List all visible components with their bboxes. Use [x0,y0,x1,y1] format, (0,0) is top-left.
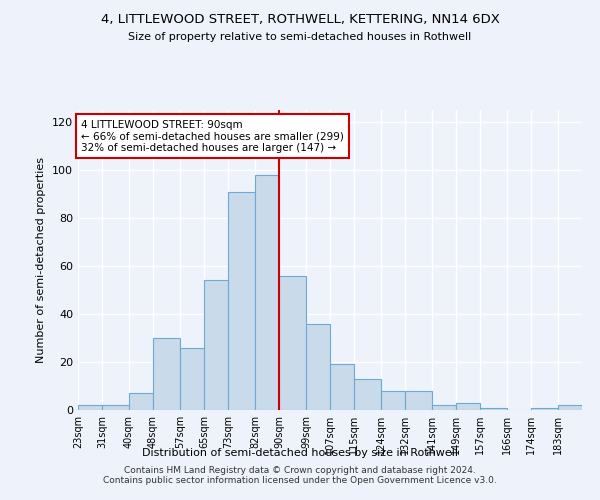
Y-axis label: Number of semi-detached properties: Number of semi-detached properties [37,157,46,363]
Text: 4, LITTLEWOOD STREET, ROTHWELL, KETTERING, NN14 6DX: 4, LITTLEWOOD STREET, ROTHWELL, KETTERIN… [101,12,499,26]
Bar [558,405,582,410]
Bar [456,403,480,410]
Bar [381,391,405,410]
Bar [480,408,507,410]
Bar [354,379,381,410]
Bar [306,324,330,410]
Bar [180,348,204,410]
Bar [279,276,306,410]
Bar [432,405,456,410]
Bar [405,391,432,410]
Bar [330,364,354,410]
Bar [531,408,558,410]
Text: Distribution of semi-detached houses by size in Rothwell: Distribution of semi-detached houses by … [142,448,458,458]
Bar [153,338,180,410]
Bar [78,405,102,410]
Text: Contains HM Land Registry data © Crown copyright and database right 2024.
Contai: Contains HM Land Registry data © Crown c… [103,466,497,485]
Bar [129,393,153,410]
Text: Size of property relative to semi-detached houses in Rothwell: Size of property relative to semi-detach… [128,32,472,42]
Bar [228,192,255,410]
Bar [204,280,228,410]
Text: 4 LITTLEWOOD STREET: 90sqm
← 66% of semi-detached houses are smaller (299)
32% o: 4 LITTLEWOOD STREET: 90sqm ← 66% of semi… [81,120,344,153]
Bar [102,405,129,410]
Bar [255,175,279,410]
